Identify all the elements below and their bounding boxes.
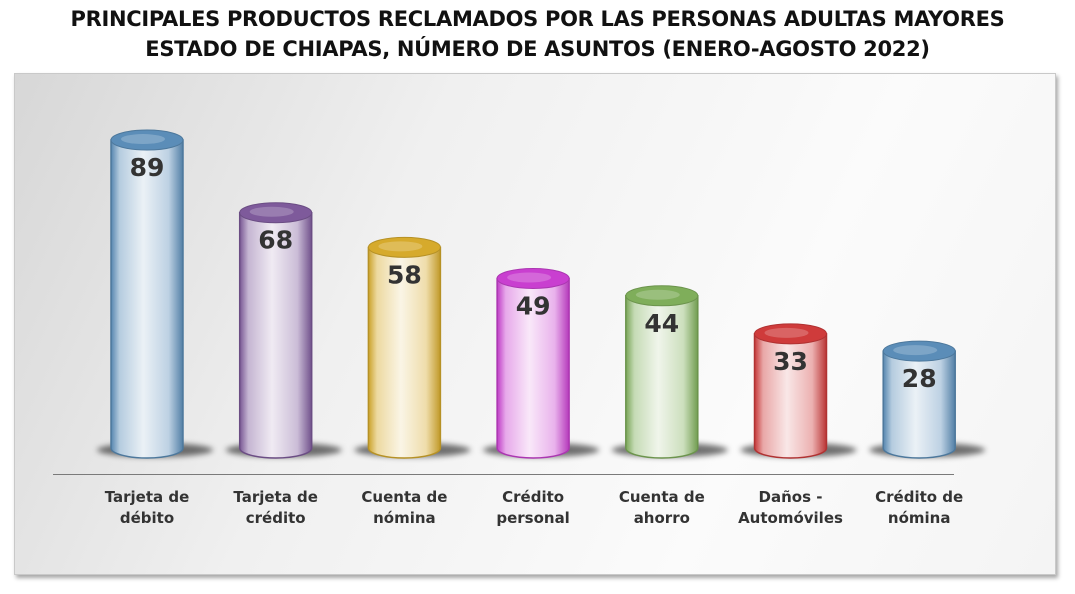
data-label: 28 bbox=[902, 364, 937, 393]
data-label: 44 bbox=[644, 309, 679, 338]
bar-body bbox=[367, 246, 442, 459]
chart-title: PRINCIPALES PRODUCTOS RECLAMADOS POR LAS… bbox=[0, 4, 1075, 64]
bar-cap-highlight bbox=[893, 345, 938, 356]
bar-7: 28 bbox=[869, 340, 986, 459]
x-tick-label: Cuenta de ahorro bbox=[597, 487, 727, 529]
x-tick-label: Crédito personal bbox=[468, 487, 598, 529]
bar-cap-highlight bbox=[378, 241, 423, 252]
x-tick-label: Tarjeta de débito bbox=[82, 487, 212, 529]
x-tick-label-line: crédito bbox=[245, 509, 306, 527]
bar-body bbox=[753, 333, 828, 459]
x-tick-label-line: Tarjeta de bbox=[233, 488, 318, 506]
x-tick-label-line: ahorro bbox=[633, 509, 690, 527]
bar-body bbox=[625, 295, 699, 459]
bar-2: 68 bbox=[225, 202, 342, 459]
bar-6: 33 bbox=[740, 323, 857, 459]
bar-cap-highlight bbox=[764, 327, 809, 338]
bar-cap-highlight bbox=[635, 289, 680, 300]
bar-body bbox=[238, 211, 313, 459]
bar-5: 44 bbox=[611, 285, 728, 459]
x-tick-label: Daños - Automóviles bbox=[726, 487, 856, 529]
x-tick-label-line: Cuenta de bbox=[618, 488, 705, 506]
data-label: 58 bbox=[387, 260, 422, 289]
data-label: 68 bbox=[258, 226, 293, 255]
x-tick-label: Crédito de nómina bbox=[854, 487, 984, 529]
x-tick-label-line: Automóviles bbox=[738, 509, 843, 527]
x-tick-label-line: débito bbox=[119, 509, 175, 527]
x-tick-label-line: nómina bbox=[887, 509, 951, 527]
x-axis-line bbox=[53, 474, 954, 475]
x-tick-label-line: Daños - bbox=[758, 488, 823, 506]
x-tick-label-line: Crédito bbox=[502, 488, 565, 506]
data-label: 49 bbox=[516, 291, 551, 320]
data-label: 33 bbox=[773, 347, 808, 376]
x-tick-label-line: personal bbox=[496, 509, 570, 527]
bar-cap-highlight bbox=[121, 134, 165, 145]
bar-3: 58 bbox=[354, 236, 471, 459]
x-tick-label-line: Cuenta de bbox=[361, 488, 448, 506]
x-tick-label-line: Crédito de bbox=[875, 488, 964, 506]
x-tick-label: Cuenta de nómina bbox=[339, 487, 469, 529]
data-label: 89 bbox=[130, 153, 165, 182]
bar-body bbox=[496, 277, 570, 459]
bar-cap-highlight bbox=[507, 272, 552, 283]
x-tick-label: Tarjeta de crédito bbox=[211, 487, 341, 529]
bar-1: 89 bbox=[97, 129, 213, 459]
bar-cap-highlight bbox=[249, 206, 294, 217]
x-tick-label-line: Tarjeta de bbox=[104, 488, 190, 506]
bar-body bbox=[110, 139, 184, 459]
chart-title-line-2: ESTADO DE CHIAPAS, NÚMERO DE ASUNTOS (EN… bbox=[145, 37, 930, 61]
bar-body bbox=[882, 350, 956, 459]
chart-title-line-1: PRINCIPALES PRODUCTOS RECLAMADOS POR LAS… bbox=[70, 7, 1005, 31]
bar-4: 49 bbox=[483, 267, 600, 459]
x-tick-label-line: nómina bbox=[373, 509, 436, 527]
